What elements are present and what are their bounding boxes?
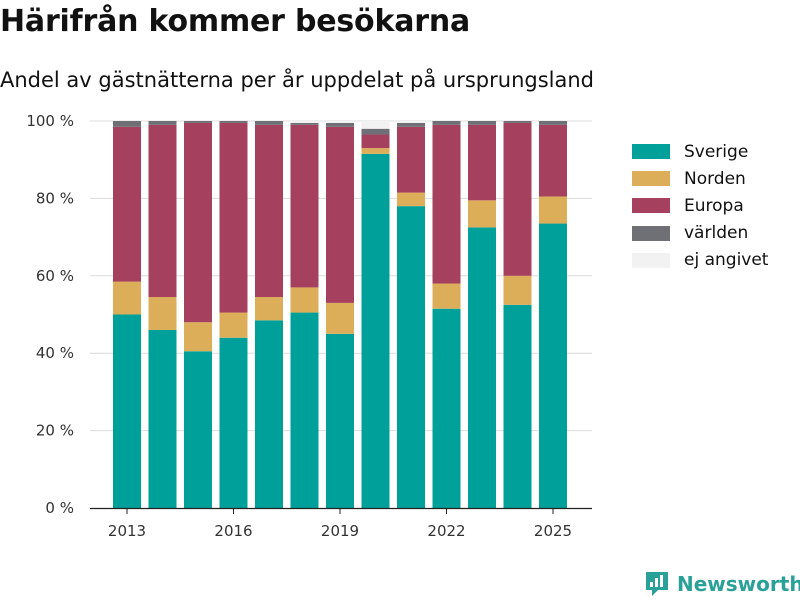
legend-swatch [632,198,670,214]
bar-segment [148,329,177,508]
bar-segment [148,124,177,298]
chart-title: Härifrån kommer besökarna [0,4,471,39]
bar-segment [219,337,248,508]
chart-subtitle: Andel av gästnätterna per år uppdelat på… [0,68,594,92]
bar-segment [468,227,496,509]
x-tick-label: 2025 [534,522,572,540]
bar-segment [468,200,496,228]
bar-segment [290,124,319,288]
legend-swatch [632,225,670,241]
legend-entry: världen [632,220,768,247]
bar-segment [468,121,496,125]
bar-segment [361,153,390,508]
y-tick-label: 60 % [36,267,74,285]
bar-segment [326,302,354,334]
bar-segment [184,122,212,323]
bar-segment [539,223,567,508]
bar-segment [255,320,283,508]
bar-segment [290,312,319,508]
legend-label: Sverige [684,141,749,162]
bar-segment [432,121,461,125]
bar-segment [219,312,248,338]
bars-layer [113,121,567,509]
legend-entry: Sverige [632,138,768,165]
bar-segment [468,124,496,201]
bar-segment [397,122,425,127]
bar-segment [290,287,319,313]
y-tick-label: 0 % [45,499,74,517]
bar-segment [539,121,567,125]
legend-label: världen [684,223,749,244]
legend-entry: Norden [632,165,768,192]
x-tick-label: 2016 [214,522,252,540]
bar-segment [219,122,248,313]
bar-segment [290,122,319,125]
bar-segment [432,308,461,508]
bar-segment [432,124,461,284]
y-tick-label: 100 % [26,112,74,130]
bar-segment [361,121,390,129]
bar-segment [326,333,354,508]
x-tick-label: 2022 [427,522,465,540]
legend-label: Norden [684,168,746,189]
bar-segment [361,128,390,135]
bar-segment [148,121,177,125]
y-tick-label: 40 % [36,344,74,362]
legend-swatch [632,144,670,160]
legend-label: ej angivet [684,250,769,271]
legend: Sverige Norden Europa världen ej angivet [632,138,768,274]
bar-segment [503,304,532,508]
bar-segment [397,206,425,508]
bar-segment [326,121,354,123]
bar-segment [184,351,212,508]
bar-segment [503,122,532,276]
bar-segment [255,121,283,125]
newsworthy-logo-icon [646,572,668,596]
legend-swatch [632,252,670,268]
bar-segment [184,121,212,123]
bar-segment [539,196,567,224]
y-tick-label: 80 % [36,189,74,207]
legend-label: Europa [684,195,744,216]
y-tick-label: 20 % [36,422,74,440]
bar-segment [432,283,461,309]
legend-entry: ej angivet [632,247,768,274]
bar-segment [184,322,212,352]
bar-segment [397,192,425,207]
bar-segment [361,134,390,149]
legend-swatch [632,171,670,187]
bar-segment [255,124,283,298]
bar-segment [397,126,425,193]
bar-segment [290,121,319,123]
bar-segment [148,297,177,330]
brand-name: Newsworthy [677,572,800,596]
x-tick-label: 2013 [108,522,146,540]
bar-segment [113,121,141,127]
brand-logo: Newsworthy [644,570,800,598]
bar-segment [539,124,567,197]
axis-layer: 0 % 20 % 40 % 60 % 80 % 100 % 2013 2016 2019 2022… [26,112,592,540]
bar-segment [113,281,141,315]
bar-segment [219,121,248,123]
bar-segment [397,121,425,123]
x-tick-label: 2019 [321,522,359,540]
bar-segment [113,314,141,508]
bar-segment [503,275,532,305]
bar-segment [255,297,283,321]
legend-entry: Europa [632,192,768,219]
bar-segment [326,122,354,127]
bar-segment [503,121,532,123]
bar-segment [326,126,354,303]
bar-segment [113,126,141,282]
bar-segment [361,148,390,154]
